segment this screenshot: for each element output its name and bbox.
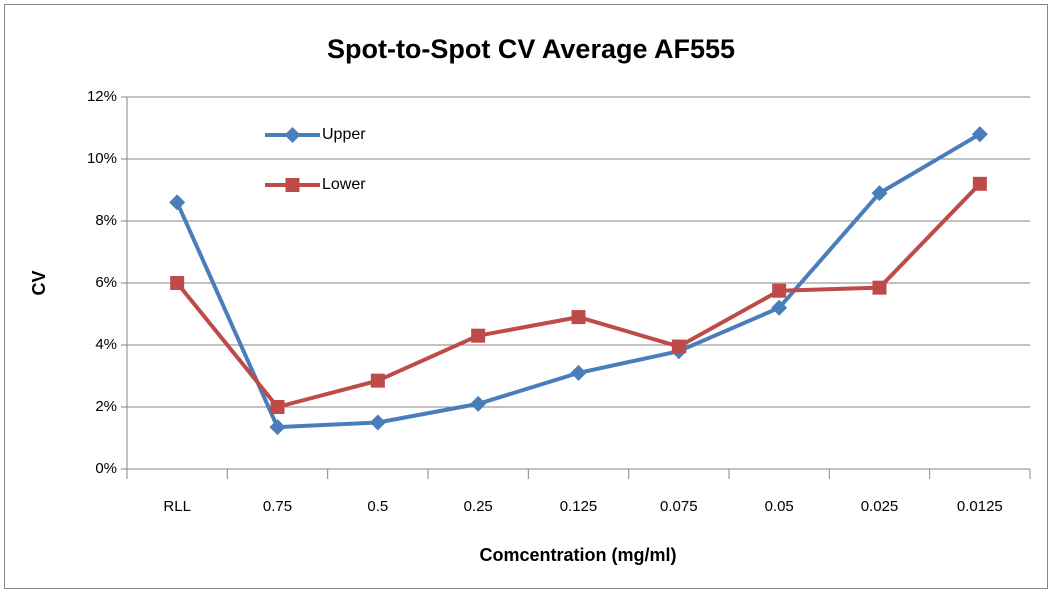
y-tick-label: 10% bbox=[87, 150, 117, 167]
x-tick-label: 0.0125 bbox=[957, 498, 1003, 515]
point bbox=[571, 310, 586, 325]
y-tick-label: 4% bbox=[95, 336, 117, 353]
point bbox=[871, 185, 888, 202]
point bbox=[169, 194, 186, 211]
x-tick-label: RLL bbox=[163, 498, 191, 515]
x-tick-label: 0.75 bbox=[263, 498, 292, 515]
point bbox=[772, 283, 787, 298]
point bbox=[771, 299, 788, 316]
x-tick-label: 0.125 bbox=[560, 498, 598, 515]
point bbox=[972, 176, 987, 191]
legend-label: Lower bbox=[322, 176, 366, 193]
x-axis-label: Comcentration (mg/ml) bbox=[479, 545, 676, 565]
y-tick-label: 6% bbox=[95, 274, 117, 291]
chart-frame bbox=[4, 4, 1048, 589]
y-tick-label: 12% bbox=[87, 88, 117, 105]
point bbox=[284, 127, 301, 143]
point bbox=[269, 419, 286, 436]
point bbox=[872, 280, 887, 295]
point bbox=[470, 395, 487, 412]
point bbox=[971, 126, 988, 143]
x-tick-label: 0.25 bbox=[464, 498, 493, 515]
point bbox=[170, 276, 185, 290]
x-tick-label: 0.025 bbox=[861, 498, 899, 515]
x-tick-label: 0.075 bbox=[660, 498, 698, 515]
x-tick-label: 0.5 bbox=[367, 498, 388, 515]
point bbox=[671, 339, 686, 354]
point bbox=[369, 414, 386, 431]
point bbox=[370, 373, 385, 388]
y-axis-label: CV bbox=[29, 270, 49, 295]
y-tick-label: 0% bbox=[95, 460, 117, 477]
y-tick-label: 2% bbox=[95, 398, 117, 415]
point bbox=[570, 364, 587, 381]
legend-label: Upper bbox=[322, 126, 366, 143]
point bbox=[285, 178, 300, 192]
point bbox=[471, 328, 486, 343]
y-tick-label: 8% bbox=[95, 212, 117, 229]
point bbox=[270, 400, 285, 414]
chart-title: Spot-to-Spot CV Average AF555 bbox=[327, 34, 735, 64]
x-tick-label: 0.05 bbox=[765, 498, 794, 515]
